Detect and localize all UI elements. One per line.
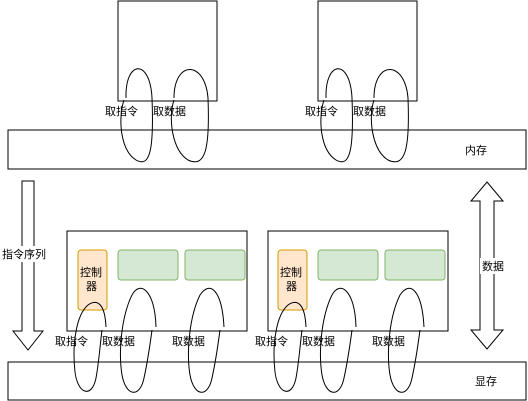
gpu-left-controller <box>77 249 108 311</box>
data-label: 数据 <box>482 259 504 273</box>
top-right-instr-loop <box>320 68 353 163</box>
top-left-instr-loop <box>120 68 153 163</box>
gpu-right-controller-label: 控制 器 <box>280 265 306 293</box>
instruction-sequence-label: 指令序列 <box>2 247 46 261</box>
vram-bar <box>7 361 527 401</box>
gpu-left-fetch-instr-label: 取指令 <box>55 334 88 348</box>
instruction-sequence-arrow <box>11 180 45 351</box>
top-left-fetch-data-label: 取数据 <box>153 104 186 118</box>
vram-label: 显存 <box>475 374 497 388</box>
gpu-right-fetch-instr-label: 取指令 <box>255 334 288 348</box>
gpu-left-fetch-data-1-label: 取数据 <box>102 334 135 348</box>
gpu-left-data-2-loop <box>188 287 225 393</box>
gpu-right-instr-loop <box>273 301 307 392</box>
gpu-right-unit-2 <box>384 249 446 281</box>
gpu-left-unit-1 <box>117 249 179 281</box>
top-left-box <box>117 0 218 102</box>
gpu-left-controller-label: 控制 器 <box>80 265 106 293</box>
memory-label: 内存 <box>465 143 487 157</box>
top-left-data-loop <box>170 69 209 163</box>
gpu-right-data-2-loop <box>388 287 425 393</box>
gpu-left-unit-2 <box>184 249 246 281</box>
gpu-left-instr-loop <box>73 301 107 392</box>
gpu-right-unit-1 <box>317 249 379 281</box>
gpu-right-controller <box>277 249 308 311</box>
gpu-left-data-1-loop <box>120 287 157 393</box>
memory-bar <box>7 129 527 170</box>
top-right-data-loop <box>370 69 409 163</box>
top-right-box <box>317 0 418 102</box>
top-right-fetch-data-label: 取数据 <box>353 104 386 118</box>
gpu-right-data-1-loop <box>320 287 357 393</box>
gpu-right-fetch-data-1-label: 取数据 <box>302 334 335 348</box>
